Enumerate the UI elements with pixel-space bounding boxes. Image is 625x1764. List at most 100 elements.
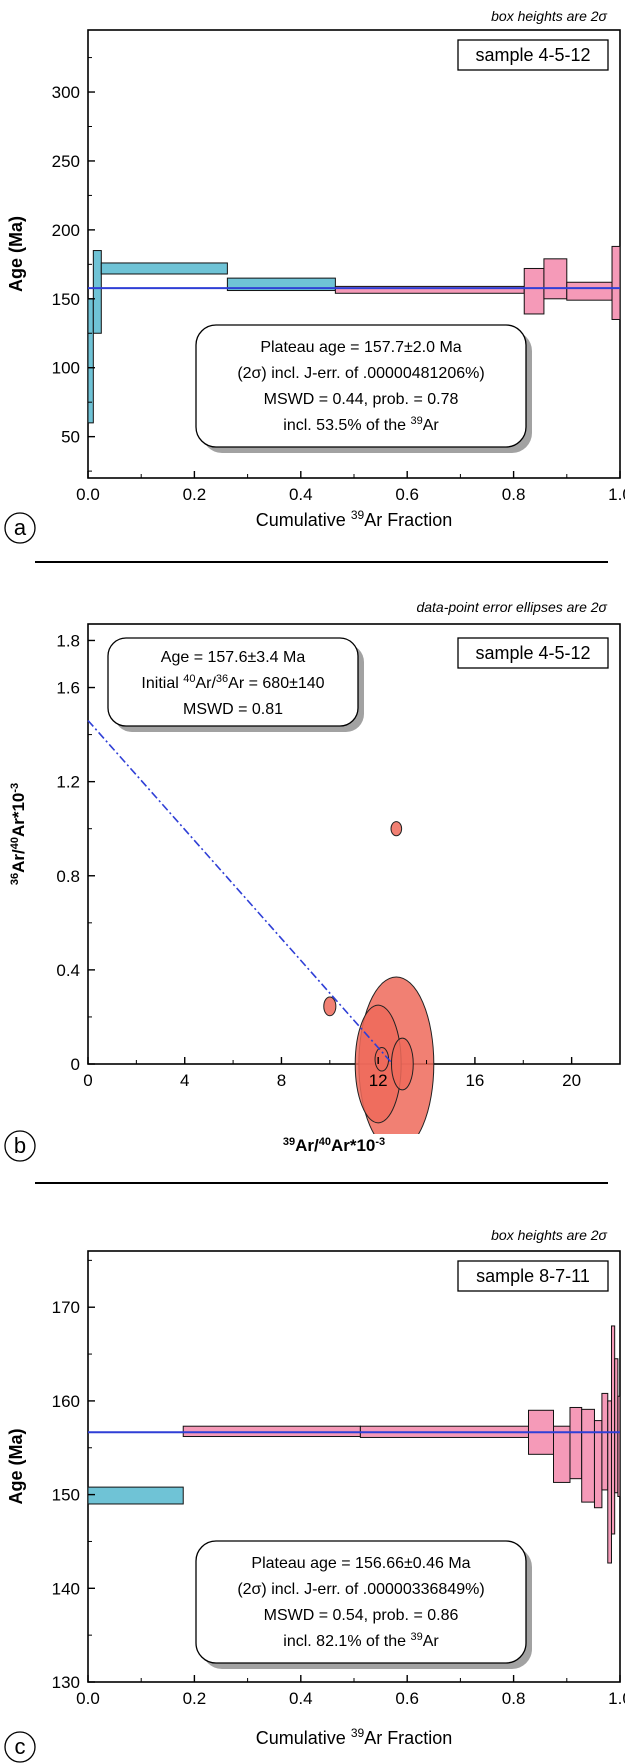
panel-a: box heights are 2σ 50 100 150 200 250 300 0.0 0.… bbox=[4, 8, 625, 544]
panel-label-circle bbox=[4, 1130, 36, 1162]
y-axis-label-mid: Ar/ bbox=[9, 849, 28, 873]
x-axis-label-sup: 39 bbox=[351, 1726, 365, 1740]
x-axis-label-pre: Cumulative bbox=[256, 510, 351, 530]
x-tick-label: 0.8 bbox=[502, 1689, 526, 1708]
sample-label: sample 4-5-12 bbox=[475, 45, 590, 65]
info-line-3: MSWD = 0.54, prob. = 0.86 bbox=[264, 1607, 459, 1624]
info-line-1: Plateau age = 156.66±0.46 Ma bbox=[251, 1555, 470, 1572]
y-tick-label: 0.4 bbox=[56, 961, 80, 980]
info-line-2: (2σ) incl. J-err. of .00000481206%) bbox=[237, 365, 484, 382]
x-axis-label-sup: 39 bbox=[351, 508, 365, 522]
x-tick-label: 1.0 bbox=[608, 1689, 625, 1708]
step-box-9 bbox=[601, 1392, 609, 1491]
info-incl-pre: incl. 53.5% of the bbox=[283, 417, 410, 434]
x-axis-label-pre: Cumulative bbox=[256, 1728, 351, 1748]
step-box-1 bbox=[87, 1486, 184, 1505]
step-box-7 bbox=[543, 258, 568, 300]
ellipse-group bbox=[323, 821, 435, 1134]
x-tick-label: 0.0 bbox=[76, 1689, 100, 1708]
step-box-3 bbox=[100, 262, 228, 275]
step-box-6 bbox=[569, 1406, 583, 1480]
info-incl-post: Ar bbox=[423, 417, 440, 434]
panel-note: box heights are 2σ bbox=[491, 8, 607, 24]
panel-label: c bbox=[15, 1734, 26, 1759]
error-ellipse-2 bbox=[323, 996, 337, 1017]
x-tick-label: 8 bbox=[277, 1071, 286, 1090]
x-axis-label-mid: Ar/ bbox=[295, 1136, 319, 1155]
x-axis-label-exp: -3 bbox=[375, 1136, 385, 1148]
error-ellipse-6 bbox=[374, 1047, 390, 1072]
step-box-5 bbox=[553, 1425, 571, 1483]
y-axis-label: Age (Ma) bbox=[6, 1428, 26, 1504]
info-line-2-pre: Initial bbox=[141, 675, 183, 692]
info-line-2: Initial 40Ar/36Ar = 680±140 bbox=[141, 673, 324, 692]
info-box bbox=[195, 324, 527, 448]
y-tick-label: 1.2 bbox=[56, 773, 80, 792]
y-tick-label: 170 bbox=[52, 1298, 80, 1317]
step-box-6 bbox=[523, 267, 545, 315]
y-axis-label-exp: -3 bbox=[9, 783, 21, 793]
x-tick-label: 1.0 bbox=[608, 485, 625, 504]
y-tick-label: 160 bbox=[52, 1392, 80, 1411]
x-tick-label: 16 bbox=[465, 1071, 484, 1090]
sample-box bbox=[457, 637, 609, 669]
info-line-2-sup1: 40 bbox=[183, 673, 195, 685]
info-box bbox=[195, 1540, 527, 1664]
panel-note: data-point error ellipses are 2σ bbox=[416, 599, 607, 615]
y-tick-label: 150 bbox=[52, 290, 80, 309]
x-tick-label: 0 bbox=[83, 1071, 92, 1090]
step-box-9 bbox=[611, 245, 621, 320]
x-tick-label: 0.4 bbox=[289, 1689, 313, 1708]
y-axis-label-end: Ar*10 bbox=[9, 793, 28, 837]
y-tick-label: 0 bbox=[71, 1055, 80, 1074]
y-tick-label: 150 bbox=[52, 1486, 80, 1505]
info-box bbox=[107, 637, 359, 727]
info-line-2-mid: Ar/ bbox=[195, 675, 216, 692]
x-tick-label: 12 bbox=[369, 1071, 388, 1090]
sample-box bbox=[457, 1260, 609, 1292]
y-tick-label: 300 bbox=[52, 83, 80, 102]
panel-c: box heights are 2σ 130 140 150 160 170 0.0 0.2 0… bbox=[4, 1227, 625, 1763]
x-tick-label: 0.8 bbox=[502, 485, 526, 504]
info-line-incl: incl. 53.5% of the 39Ar bbox=[283, 415, 439, 434]
step-box-1 bbox=[87, 298, 94, 424]
x-tick-label: 4 bbox=[180, 1071, 189, 1090]
x-axis-label: 39Ar/40Ar*10-3 bbox=[283, 1136, 385, 1155]
error-ellipse-5 bbox=[390, 1037, 414, 1091]
panel-label: a bbox=[14, 515, 27, 540]
info-line-2-sup2: 36 bbox=[216, 673, 228, 685]
error-ellipse-1 bbox=[390, 821, 403, 837]
sample-box bbox=[457, 39, 609, 71]
x-tick-label: 0.2 bbox=[183, 1689, 207, 1708]
y-axis-label-sup2: 40 bbox=[9, 837, 21, 849]
sample-label: sample 8-7-11 bbox=[476, 1266, 590, 1286]
y-tick-label: 1.6 bbox=[56, 679, 80, 698]
y-axis-label: 36Ar/40Ar*10-3 bbox=[9, 783, 28, 885]
x-tick-label: 0.2 bbox=[183, 485, 207, 504]
info-line-incl: incl. 82.1% of the 39Ar bbox=[283, 1631, 439, 1650]
x-axis-label: Cumulative 39Ar Fraction bbox=[256, 508, 452, 530]
y-tick-label: 50 bbox=[61, 428, 80, 447]
info-incl-sup: 39 bbox=[410, 415, 422, 427]
sample-label: sample 4-5-12 bbox=[475, 643, 590, 663]
y-axis-label: Age (Ma) bbox=[6, 216, 26, 292]
x-tick-label: 0.4 bbox=[289, 485, 313, 504]
panel-note: box heights are 2σ bbox=[491, 1227, 607, 1243]
x-tick-label: 0.0 bbox=[76, 485, 100, 504]
info-incl-pre: incl. 82.1% of the bbox=[283, 1633, 410, 1650]
info-line-1: Plateau age = 157.7±2.0 Ma bbox=[260, 339, 461, 356]
x-axis-label-sup2: 40 bbox=[319, 1136, 331, 1148]
y-tick-label: 0.8 bbox=[56, 867, 80, 886]
info-incl-post: Ar bbox=[423, 1633, 440, 1650]
x-axis-label-sup1: 39 bbox=[283, 1136, 295, 1148]
info-line-2: (2σ) incl. J-err. of .00000336849%) bbox=[237, 1581, 484, 1598]
info-line-1: Age = 157.6±3.4 Ma bbox=[161, 649, 306, 666]
panel-label-circle bbox=[4, 1731, 36, 1763]
y-tick-label: 130 bbox=[52, 1673, 80, 1692]
x-axis-label-post: Ar Fraction bbox=[364, 510, 452, 530]
step-box-2 bbox=[92, 250, 102, 334]
panel-label-circle bbox=[4, 512, 36, 544]
x-tick-label: 20 bbox=[562, 1071, 581, 1090]
